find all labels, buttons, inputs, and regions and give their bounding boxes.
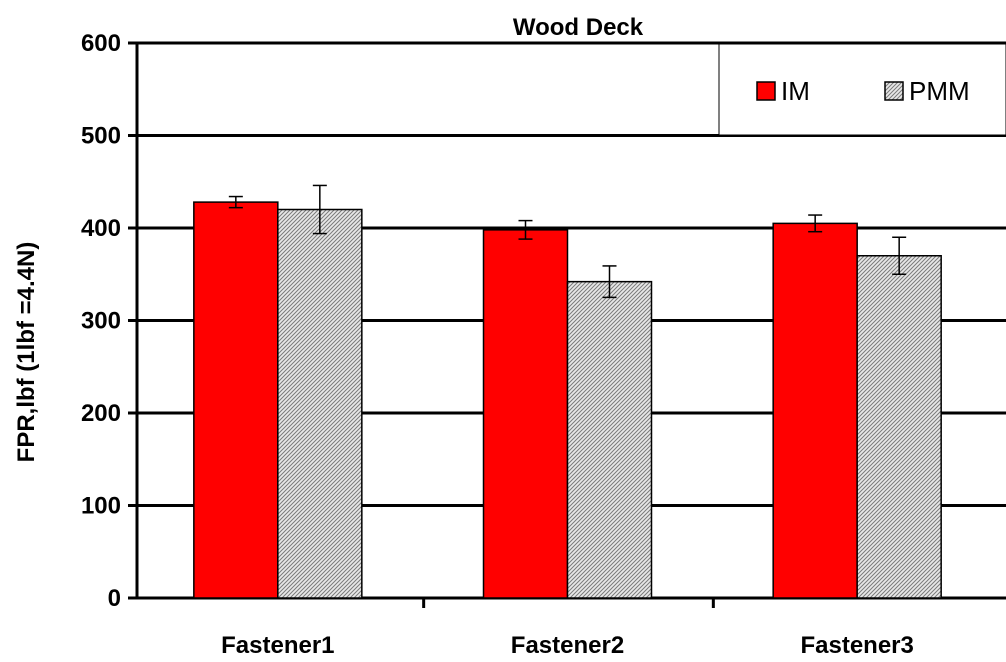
y-tick-label: 600: [81, 30, 121, 57]
bar-im: [193, 201, 279, 599]
y-tick-label: 400: [81, 215, 121, 242]
y-tick-label: 0: [108, 585, 121, 612]
y-tick-label: 500: [81, 123, 121, 150]
x-category-label: Fastener3: [800, 632, 913, 659]
bar-pmm: [856, 255, 942, 599]
legend-swatch-pmm: [884, 81, 904, 101]
y-tick-label: 100: [81, 493, 121, 520]
y-tick-label: 300: [81, 308, 121, 335]
y-tick-label: 200: [81, 400, 121, 427]
legend-label-im: IM: [781, 76, 810, 106]
legend-label-pmm: PMM: [909, 76, 970, 106]
bar-pmm: [566, 280, 653, 599]
plot-area: 0 100 200 300 400 500 600 Fastener1 Fastener2 Fas…: [81, 30, 1006, 659]
y-axis-label: FPR,lbf (1lbf =4.4N): [13, 242, 40, 463]
x-category-label: Fastener2: [511, 632, 624, 659]
bar-pmm: [277, 208, 363, 599]
bar-im: [482, 229, 569, 599]
x-category-label: Fastener1: [221, 632, 334, 659]
legend-swatch-im: [756, 81, 776, 101]
chart-title: Wood Deck: [513, 14, 644, 41]
bar-im: [772, 222, 858, 599]
